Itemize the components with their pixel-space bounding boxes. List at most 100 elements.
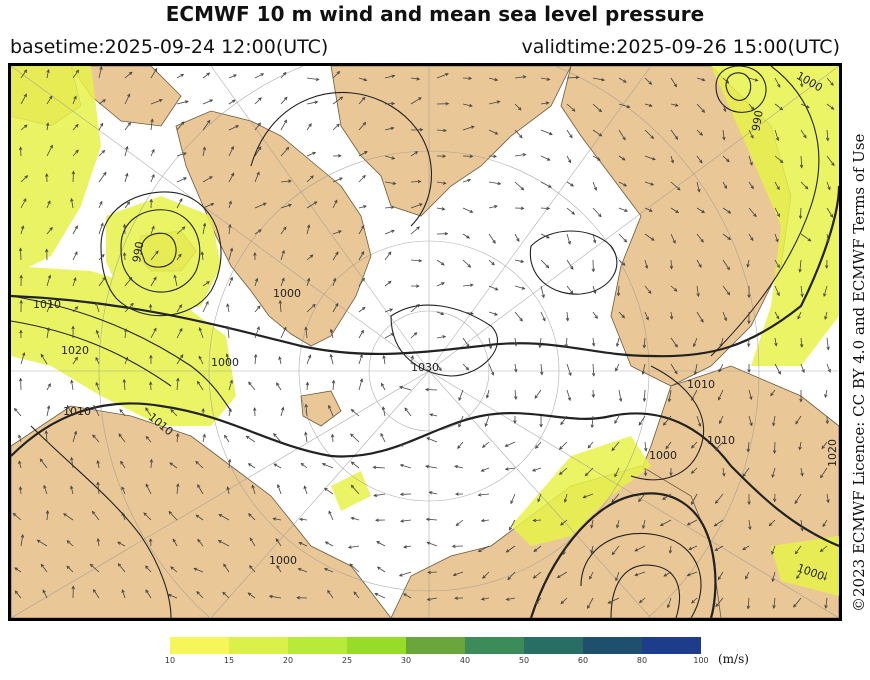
- wind-arrow-head: [697, 188, 701, 193]
- wind-arrow-head: [776, 264, 780, 269]
- wind-arrow: [410, 226, 420, 235]
- wind-arrow-head: [545, 101, 550, 105]
- wind-arrow-head: [282, 71, 287, 76]
- wind-arrow-head: [103, 171, 107, 176]
- isobar-ne-low1: [725, 72, 752, 101]
- wind-arrow-head: [742, 546, 747, 551]
- isobar-label: 1020: [61, 344, 89, 357]
- wind-arrow: [618, 311, 625, 318]
- wind-arrow-head: [469, 103, 473, 108]
- wind-arrow: [252, 485, 256, 495]
- wind-arrow-head: [591, 268, 596, 273]
- wind-arrow-head: [399, 443, 404, 447]
- wind-arrow: [566, 311, 569, 321]
- wind-arrow-head: [253, 407, 257, 411]
- wind-arrow-head: [45, 173, 49, 177]
- wind-arrow-head: [149, 381, 153, 385]
- wind-arrow: [592, 207, 602, 217]
- wind-arrow: [280, 250, 285, 261]
- wind-arrow-head: [490, 371, 495, 376]
- wind-arrow-head: [823, 293, 827, 298]
- wind-arrow: [410, 151, 418, 157]
- wind-arrow-head: [558, 471, 563, 475]
- wind-arrow: [638, 415, 646, 426]
- wind-arrow: [176, 152, 187, 157]
- wind-arrow-head: [416, 226, 420, 230]
- wind-arrow-head: [74, 225, 78, 230]
- wind-arrow: [304, 486, 308, 495]
- wind-arrow-head: [176, 483, 180, 487]
- wind-arrow: [618, 207, 628, 212]
- wind-arrow-head: [392, 181, 397, 185]
- wind-arrow-head: [18, 247, 23, 252]
- licence-text: ©2023 ECMWF Licence: CC BY 4.0 and ECMWF…: [850, 133, 868, 612]
- wind-arrow-head: [772, 422, 776, 427]
- wind-arrow-head: [803, 134, 807, 139]
- wind-arrow: [617, 285, 620, 296]
- wind-arrow: [198, 356, 204, 365]
- wind-arrow-head: [540, 371, 544, 376]
- wind-arrow-head: [89, 563, 94, 568]
- wind-arrow: [98, 123, 104, 131]
- wind-arrow-head: [494, 312, 498, 316]
- wind-arrow-head: [198, 327, 202, 331]
- wind-arrow-head: [469, 311, 474, 315]
- wind-arrow-head: [23, 93, 27, 98]
- wind-arrow-head: [63, 513, 67, 517]
- wind-arrow-head: [99, 200, 103, 205]
- wind-arrow-head: [361, 225, 365, 229]
- wind-arrow-head: [686, 522, 691, 526]
- wind-arrow: [742, 545, 750, 551]
- wind-arrow: [800, 103, 810, 108]
- wind-arrow: [540, 259, 549, 268]
- wind-arrow-head: [75, 69, 80, 74]
- wind-arrow: [176, 378, 179, 391]
- wind-arrow-head: [750, 135, 754, 139]
- wind-arrow: [772, 467, 776, 478]
- colorbar-tick: 40: [459, 656, 471, 665]
- wind-arrow-head: [101, 253, 105, 258]
- wind-arrow-head: [607, 600, 612, 604]
- wind-arrow: [306, 175, 314, 183]
- wind-arrow: [436, 259, 445, 266]
- wind-arrow: [506, 545, 516, 553]
- wind-arrow: [202, 223, 206, 235]
- wind-arrow: [358, 251, 365, 261]
- wind-arrow-head: [145, 565, 149, 569]
- wind-arrow-head: [776, 292, 780, 297]
- wind-arrow-head: [616, 292, 621, 297]
- wind-arrow: [145, 565, 152, 573]
- wind-arrow: [197, 539, 204, 547]
- wind-arrow-head: [598, 108, 603, 113]
- wind-arrow-head: [46, 405, 51, 410]
- wind-arrow-head: [750, 185, 754, 190]
- wind-arrow: [799, 441, 802, 450]
- wind-arrow-head: [805, 105, 810, 109]
- wind-arrow-head: [19, 377, 23, 382]
- wind-arrow-head: [591, 372, 596, 377]
- wind-arrow-head: [466, 235, 471, 239]
- wind-arrow-head: [691, 599, 695, 604]
- wind-arrow: [696, 207, 705, 213]
- wind-arrow-head: [248, 513, 252, 517]
- wind-arrow-head: [210, 203, 215, 207]
- wind-arrow-head: [504, 443, 509, 447]
- wind-arrow: [824, 311, 828, 320]
- isobar-label: 1000: [273, 287, 301, 300]
- wind-arrow-head: [99, 122, 104, 127]
- wind-arrow-head: [648, 208, 653, 212]
- wind-arrow: [592, 337, 595, 346]
- wind-arrow: [118, 433, 126, 443]
- wind-arrow: [488, 285, 498, 291]
- wind-arrow-head: [197, 380, 201, 385]
- wind-arrow: [280, 147, 289, 157]
- wind-arrow-head: [335, 251, 339, 256]
- wind-arrow-head: [20, 534, 25, 538]
- wind-arrow-head: [195, 460, 199, 465]
- wind-arrow-head: [826, 346, 830, 351]
- wind-arrow: [18, 461, 22, 469]
- wind-arrow: [592, 103, 602, 112]
- wind-arrow-head: [258, 229, 262, 233]
- wind-arrow-head: [391, 229, 395, 233]
- wind-arrow-head: [153, 276, 157, 281]
